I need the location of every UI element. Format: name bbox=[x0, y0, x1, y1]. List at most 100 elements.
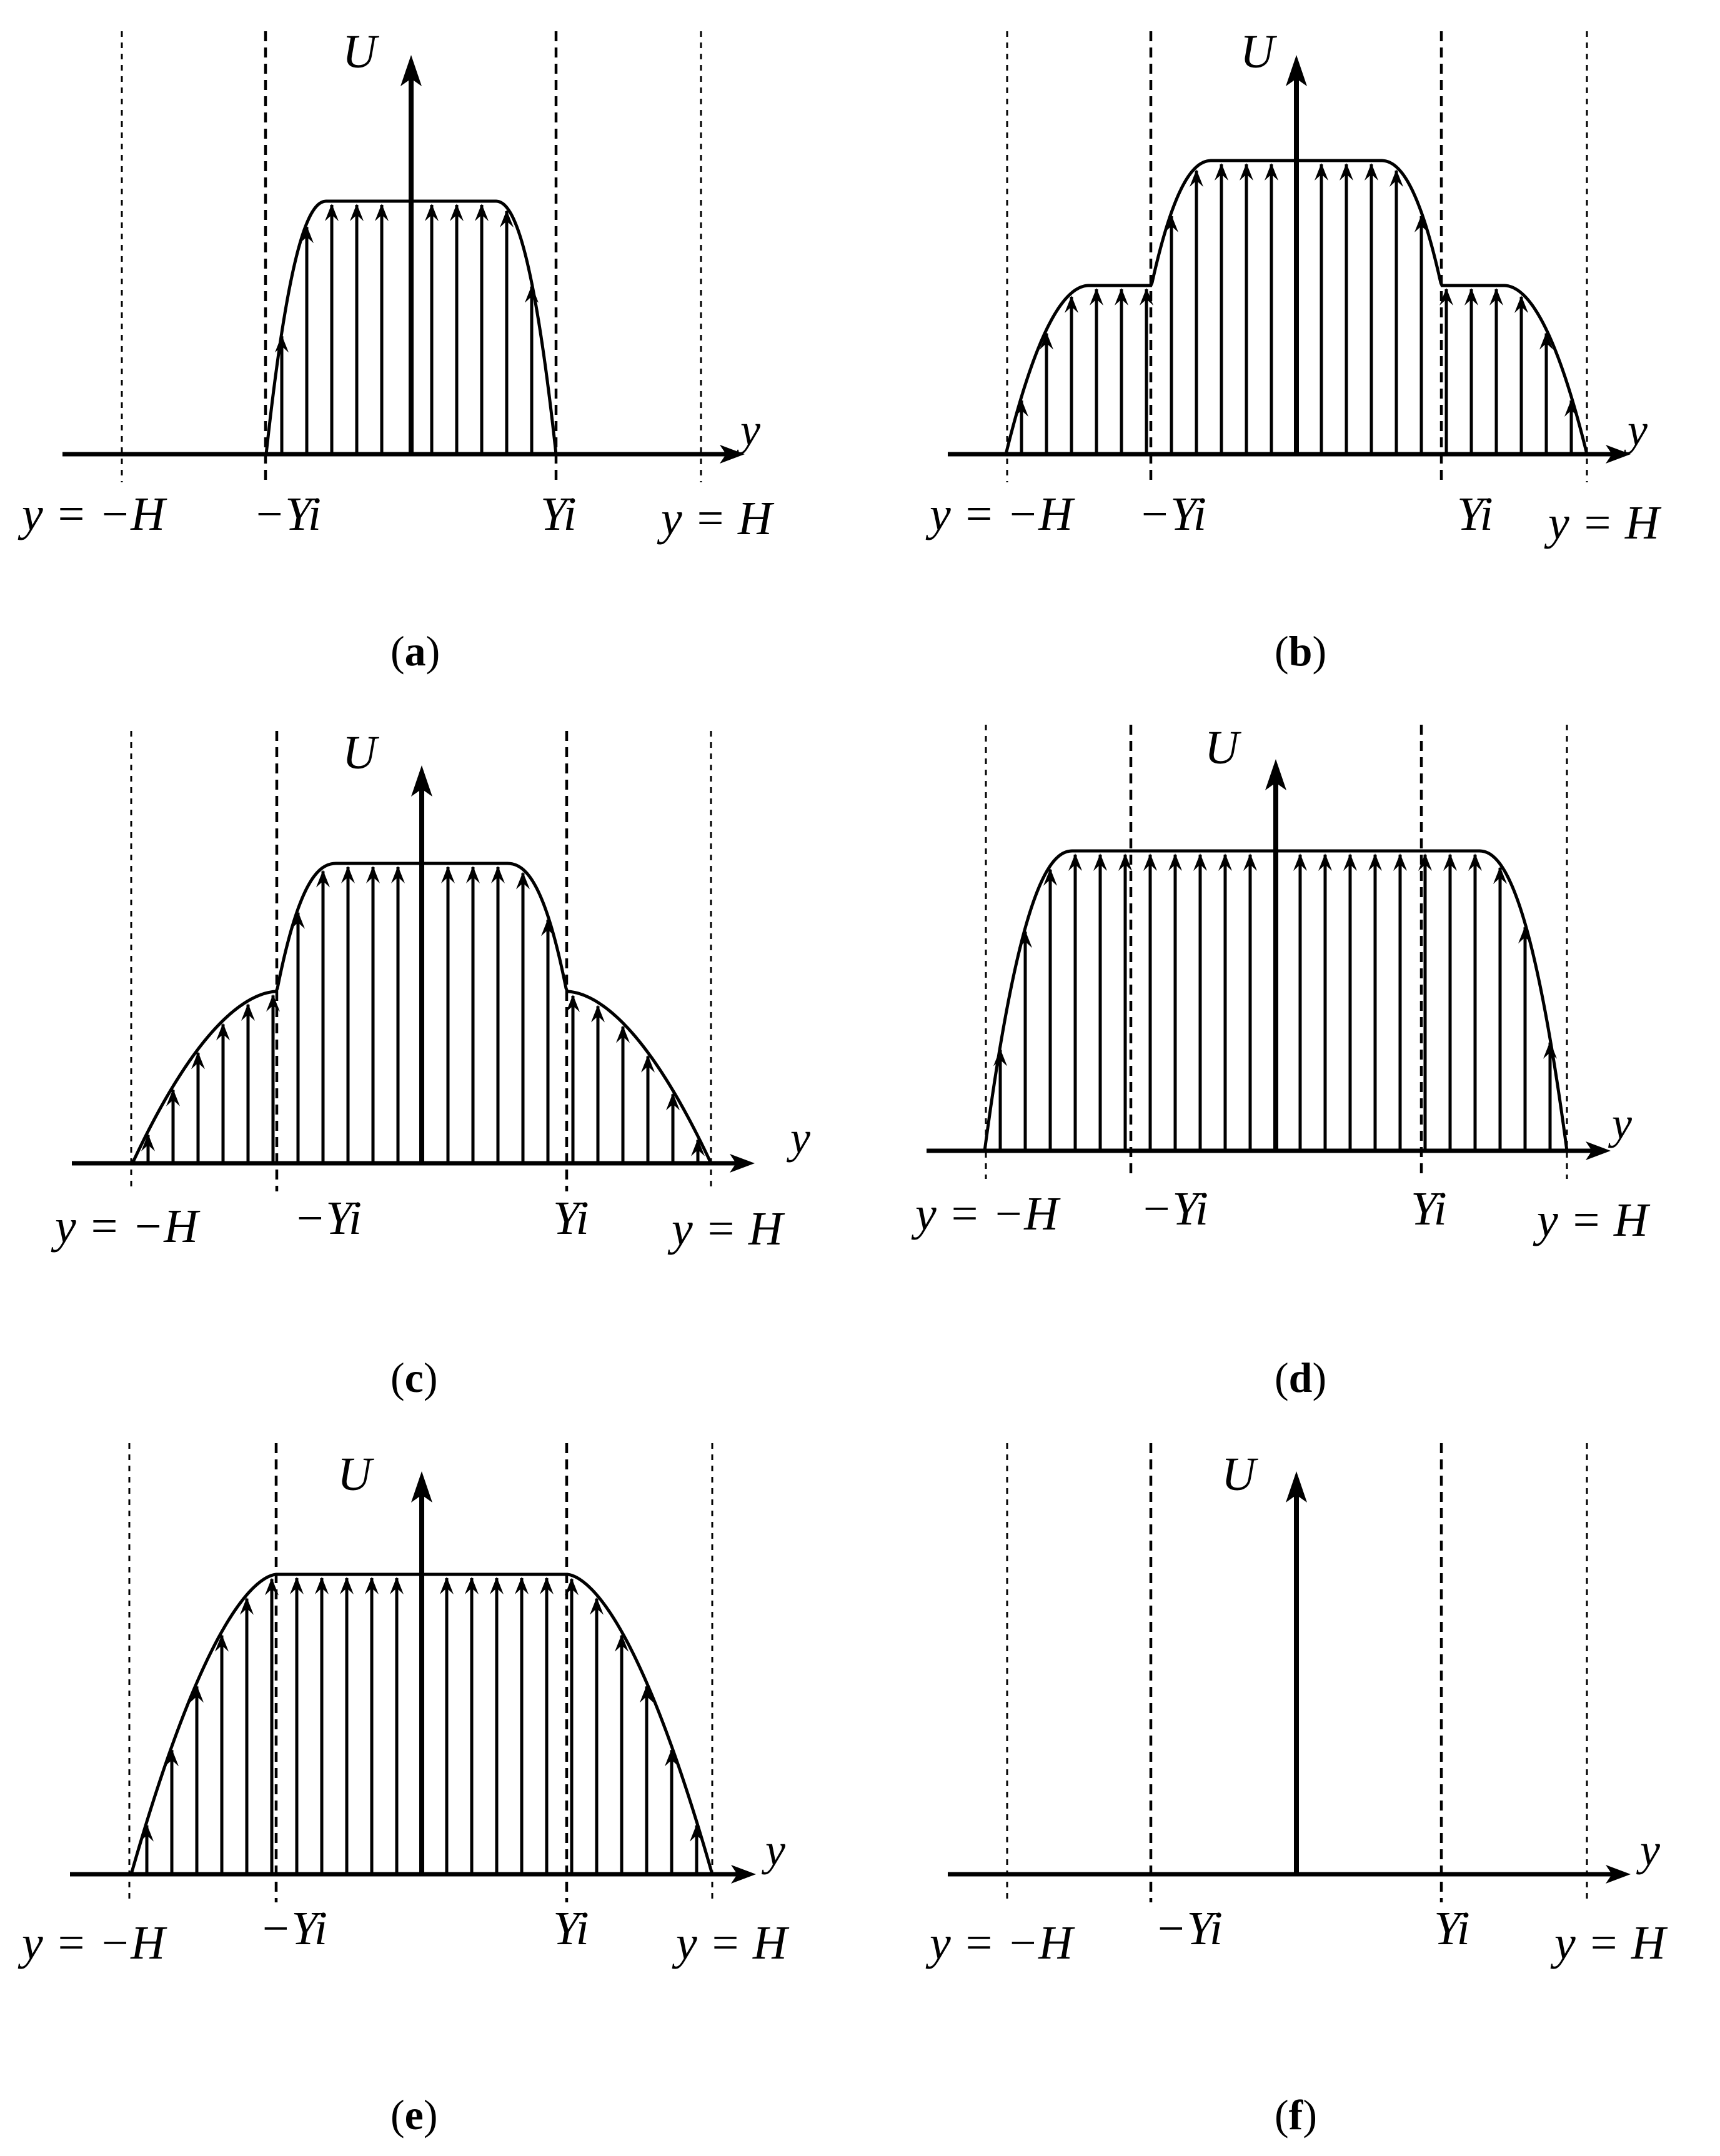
label-u-axis: U bbox=[1205, 722, 1241, 774]
label-y-axis: y bbox=[786, 1113, 810, 1163]
velocity-arrowhead-icon bbox=[1093, 853, 1107, 871]
velocity-arrowhead-icon bbox=[1343, 853, 1357, 871]
panel-e: y = −H −Yi Yi y = H Uy (e) bbox=[17, 1443, 790, 2139]
velocity-arrowhead-icon bbox=[1065, 295, 1078, 313]
velocity-arrowhead-icon bbox=[665, 1749, 679, 1767]
velocity-arrowhead-icon bbox=[1068, 853, 1082, 871]
velocity-arrowhead-icon bbox=[215, 1634, 229, 1652]
velocity-arrowhead-icon bbox=[1514, 295, 1528, 313]
velocity-arrowhead-icon bbox=[1140, 288, 1153, 306]
velocity-arrowhead-icon bbox=[590, 1597, 604, 1615]
caption-a: (a) bbox=[390, 627, 440, 675]
velocity-arrowhead-icon bbox=[300, 226, 314, 244]
label-neg-yi: −Yi bbox=[294, 1192, 362, 1244]
velocity-arrowhead-icon bbox=[1040, 332, 1053, 350]
label-neg-yi: −Yi bbox=[259, 1902, 327, 1955]
y-axis-arrow-icon bbox=[731, 1865, 756, 1884]
velocity-arrowhead-icon bbox=[341, 866, 355, 883]
velocity-arrowhead-icon bbox=[500, 209, 514, 227]
u-axis-arrow-icon bbox=[411, 765, 432, 797]
velocity-arrowhead-icon bbox=[1489, 288, 1503, 306]
velocity-arrowhead-icon bbox=[366, 866, 380, 883]
velocity-arrowhead-icon bbox=[1443, 853, 1457, 871]
velocity-arrowhead-icon bbox=[690, 1824, 703, 1842]
label-pos-yi: Yi bbox=[553, 1192, 589, 1244]
velocity-arrowhead-icon bbox=[450, 204, 464, 221]
velocity-profile-curve bbox=[129, 1572, 714, 1875]
label-y-neg-h: y = −H bbox=[925, 1917, 1075, 1969]
velocity-profile-curve bbox=[131, 862, 713, 1165]
velocity-arrowhead-icon bbox=[640, 1685, 654, 1703]
label-u-axis: U bbox=[342, 727, 379, 779]
velocity-arrowhead-icon bbox=[1564, 399, 1578, 417]
velocity-arrowhead-icon bbox=[216, 1023, 230, 1041]
velocity-arrowhead-icon bbox=[475, 204, 489, 221]
velocity-arrowhead-icon bbox=[1165, 214, 1178, 232]
velocity-arrowhead-icon bbox=[191, 1051, 205, 1070]
label-y-pos-h: y = H bbox=[657, 492, 775, 545]
velocity-arrowhead-icon bbox=[1265, 163, 1278, 181]
label-neg-yi: −Yi bbox=[253, 488, 321, 540]
label-y-neg-h: y = −H bbox=[17, 1917, 167, 1969]
label-pos-yi: Yi bbox=[540, 488, 577, 540]
panel-c: y = −H −Yi Yi y = H Uy (c) bbox=[51, 727, 810, 1401]
panel-d: y = −H −Yi Yi y = H Uy (d) bbox=[911, 722, 1651, 1401]
velocity-arrowhead-icon bbox=[1015, 399, 1028, 417]
label-y-pos-h: y = H bbox=[667, 1203, 785, 1255]
velocity-arrowhead-icon bbox=[1315, 163, 1328, 181]
label-u-axis: U bbox=[1221, 1448, 1258, 1501]
velocity-arrowhead-icon bbox=[265, 1577, 279, 1596]
label-y-neg-h: y = −H bbox=[911, 1188, 1061, 1240]
label-neg-yi: −Yi bbox=[1140, 1183, 1208, 1235]
velocity-arrowhead-icon bbox=[1418, 853, 1432, 871]
label-y-axis: y bbox=[1623, 405, 1648, 455]
label-u-axis: U bbox=[1240, 26, 1277, 78]
label-pos-yi: Yi bbox=[1457, 488, 1493, 540]
velocity-arrowhead-icon bbox=[1293, 853, 1307, 871]
velocity-arrowhead-icon bbox=[1368, 853, 1382, 871]
velocity-arrowhead-icon bbox=[1318, 853, 1332, 871]
label-y-neg-h: y = −H bbox=[925, 488, 1075, 540]
label-y-neg-h: y = −H bbox=[51, 1200, 201, 1253]
label-y-pos-h: y = H bbox=[1544, 497, 1662, 549]
velocity-arrowhead-icon bbox=[375, 204, 389, 221]
velocity-arrowhead-icon bbox=[525, 285, 539, 303]
velocity-arrowhead-icon bbox=[241, 1003, 255, 1021]
velocity-arrowhead-icon bbox=[1143, 853, 1157, 871]
panel-b: y = −H −Yi Yi y = H Uy (b) bbox=[925, 26, 1662, 675]
velocity-arrowhead-icon bbox=[1190, 169, 1203, 187]
velocity-arrowhead-icon bbox=[165, 1749, 179, 1767]
velocity-arrowhead-icon bbox=[365, 1577, 379, 1594]
velocity-arrowhead-icon bbox=[1243, 853, 1257, 871]
velocity-arrowhead-icon bbox=[390, 1577, 404, 1594]
label-u-axis: U bbox=[337, 1448, 374, 1501]
velocity-arrowhead-icon bbox=[315, 1577, 329, 1594]
u-axis-arrow-icon bbox=[1286, 1471, 1307, 1503]
velocity-arrowhead-icon bbox=[440, 1577, 454, 1594]
velocity-arrowhead-icon bbox=[340, 1577, 354, 1594]
label-y-pos-h: y = H bbox=[1533, 1194, 1651, 1246]
velocity-arrowhead-icon bbox=[1193, 853, 1207, 871]
velocity-arrowhead-icon bbox=[1518, 926, 1532, 944]
velocity-arrowhead-icon bbox=[1018, 930, 1032, 948]
velocity-arrowhead-icon bbox=[1168, 853, 1182, 871]
velocity-arrowhead-icon bbox=[1468, 853, 1482, 871]
velocity-arrowhead-icon bbox=[1464, 288, 1478, 306]
velocity-arrowhead-icon bbox=[1389, 169, 1403, 187]
caption-d: (d) bbox=[1275, 1354, 1326, 1401]
velocity-arrowhead-icon bbox=[166, 1088, 180, 1106]
velocity-arrowhead-icon bbox=[1365, 163, 1378, 181]
u-axis-arrow-icon bbox=[411, 1471, 432, 1503]
velocity-arrowhead-icon bbox=[1340, 163, 1353, 181]
velocity-arrowhead-icon bbox=[516, 872, 530, 890]
caption-e: (e) bbox=[390, 2091, 438, 2139]
label-neg-yi: −Yi bbox=[1155, 1902, 1223, 1955]
label-y-neg-h: y = −H bbox=[17, 488, 167, 540]
panel-a: y = −H −Yi Yi y = H Uy (a) bbox=[17, 26, 775, 675]
u-axis-arrow-icon bbox=[400, 55, 422, 86]
y-axis-arrow-icon bbox=[720, 445, 745, 464]
label-y-pos-h: y = H bbox=[1550, 1917, 1668, 1969]
velocity-arrowhead-icon bbox=[240, 1597, 254, 1615]
label-y-axis: y bbox=[1636, 1825, 1660, 1875]
velocity-profile-curve bbox=[1004, 159, 1589, 455]
